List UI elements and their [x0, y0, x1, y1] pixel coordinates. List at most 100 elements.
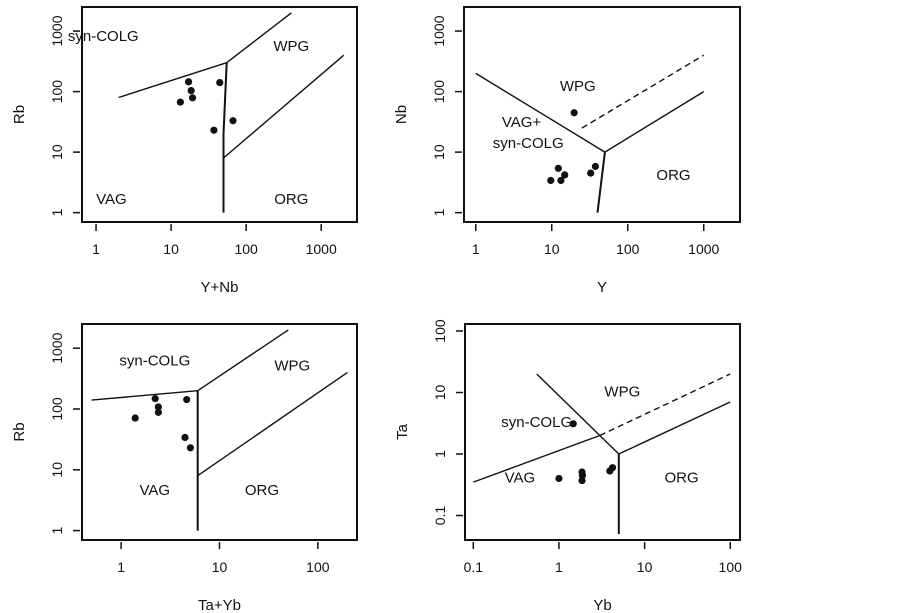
x-tick-label: 10 [637, 559, 653, 575]
data-point [151, 395, 159, 403]
data-point [569, 420, 577, 428]
data-point [186, 444, 195, 452]
y-tick-label: 1000 [431, 15, 447, 46]
y-tick-label: 10 [432, 385, 448, 401]
data-point [547, 176, 555, 185]
region-label-wpg: WPG [604, 383, 640, 400]
x-axis-label: Yb [593, 597, 611, 613]
region-label-org: ORG [274, 191, 308, 208]
x-tick-label: 100 [234, 241, 258, 257]
y-axis-label: Rb [11, 422, 28, 441]
data-point [561, 171, 569, 179]
y-tick-label: 1 [431, 209, 447, 217]
x-tick-label: 1000 [688, 241, 719, 257]
data-point [587, 169, 595, 177]
x-tick-label: 1 [92, 241, 100, 257]
x-tick-label: 1 [472, 241, 480, 257]
plot-frame [81, 323, 358, 541]
org-wpg-boundary [197, 371, 348, 477]
y-tick-label: 100 [49, 397, 65, 421]
x-axis-label: Y [597, 279, 607, 296]
vagsyncolg-wpg-boundary [475, 72, 606, 153]
data-point [154, 408, 162, 416]
x-tick-label: 10 [212, 559, 228, 575]
panel-rb-vs-ynb: 1 10 100 1000 1 10 100 1000 Y+Nb Rb syn-COLG WPG VAG… [11, 6, 358, 296]
y-tick-label: 100 [49, 80, 65, 104]
data-point [184, 78, 193, 86]
x-tick-label: 100 [306, 559, 330, 575]
region-label-syn-colg: syn-COLG [493, 135, 564, 152]
region-label-syn-colg: syn-COLG [501, 414, 572, 431]
orgwpg-dashed-boundary [581, 54, 705, 129]
vag-org-boundary [596, 151, 606, 213]
x-tick-label: 100 [616, 241, 640, 257]
panel-ta-vs-yb: 0.1 1 10 100 0.1 1 10 100 Yb Ta WPG syn-COLG VAG ORG [394, 319, 742, 613]
region-label-wpg: WPG [274, 357, 310, 374]
data-point [183, 395, 191, 404]
y-axis-label: Rb [11, 105, 28, 124]
x-tick-label: 1 [117, 559, 125, 575]
region-label-org: ORG [656, 167, 690, 184]
x-axis-label: Ta+Yb [198, 597, 241, 613]
region-label-syn-colg: syn-COLG [119, 353, 190, 370]
region-label-wpg: WPG [273, 38, 309, 55]
region-label-wpg: WPG [560, 78, 596, 95]
wpg-syncolg-boundary [197, 329, 289, 392]
y-tick-label: 1000 [49, 332, 65, 363]
data-point [187, 86, 195, 95]
data-point [181, 433, 189, 442]
data-point [578, 476, 586, 485]
data-point [131, 414, 139, 422]
data-point [229, 117, 237, 125]
plot-frame [463, 6, 741, 223]
data-point [578, 471, 587, 479]
data-point [555, 474, 563, 483]
y-tick-label: 1000 [49, 15, 65, 46]
region-label-vag: VAG [96, 191, 127, 208]
syn-colg-vag-boundary [118, 62, 227, 99]
data-point [591, 162, 599, 171]
syncolg-wpg-boundary [536, 373, 620, 455]
data-point [154, 403, 162, 411]
vag-org-boundary [222, 62, 228, 213]
region-label-vag: VAG [140, 482, 171, 499]
region-label-vag: VAG [505, 469, 536, 486]
vag-syncolg-boundary [473, 434, 601, 483]
y-tick-label: 100 [432, 319, 448, 343]
data-point [557, 176, 565, 185]
region-label-syn-colg: syn-COLG [68, 28, 139, 45]
y-tick-label: 1 [49, 209, 65, 217]
region-label-vag: VAG+ [502, 114, 542, 131]
y-axis-label: Ta [394, 423, 411, 440]
y-tick-label: 1 [432, 450, 448, 458]
x-tick-label: 100 [719, 559, 743, 575]
panel-nb-vs-y: 1 10 100 1000 1 10 100 1000 Y Nb WPG VAG+ syn-COLG OR… [393, 6, 741, 296]
syn-colg-vag-boundary [91, 390, 198, 401]
x-axis-label: Y+Nb [201, 279, 239, 296]
wpg-syncolg-dashed-boundary [599, 373, 731, 437]
x-tick-label: 10 [163, 241, 179, 257]
wpg-org-boundary [618, 401, 731, 455]
wpg-syncolg-boundary [226, 12, 292, 64]
data-point [216, 78, 224, 87]
data-point [608, 464, 617, 472]
y-tick-label: 10 [49, 462, 65, 478]
region-label-org: ORG [664, 469, 698, 486]
panel-rb-vs-tayb: 1 10 100 1 10 100 1000 Ta+Yb Rb syn-COLG WPG VAG ORG [11, 323, 358, 613]
y-tick-label: 100 [431, 80, 447, 104]
x-tick-label: 0.1 [464, 559, 484, 575]
plot-frame [81, 6, 358, 223]
y-tick-label: 0.1 [432, 506, 448, 526]
plot-frame [464, 323, 741, 541]
y-tick-label: 10 [431, 144, 447, 160]
data-point [188, 94, 197, 102]
x-tick-label: 1 [555, 559, 563, 575]
y-tick-label: 1 [49, 526, 65, 534]
wpg-org-boundary [604, 91, 705, 153]
y-axis-label: Nb [393, 105, 410, 124]
data-point [570, 109, 578, 117]
data-point [554, 164, 562, 172]
y-tick-label: 10 [49, 144, 65, 160]
data-point [176, 98, 184, 106]
